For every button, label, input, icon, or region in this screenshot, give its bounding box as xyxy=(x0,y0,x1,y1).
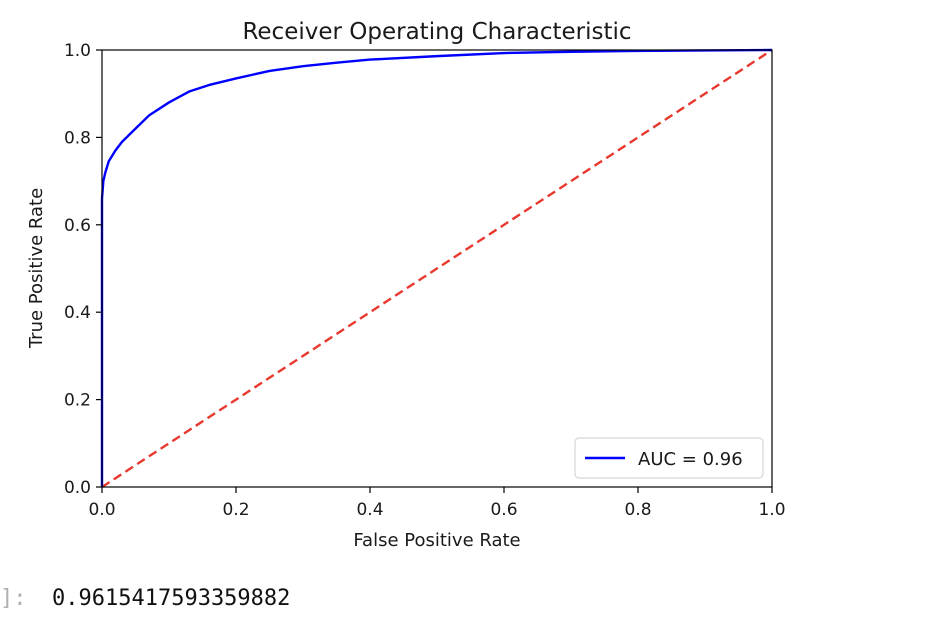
output-prompt: ]: xyxy=(0,585,27,611)
cell-output: ]: 0.9615417593359882 xyxy=(0,578,290,618)
plot-lines xyxy=(100,48,773,489)
y-tick-label: 0.4 xyxy=(64,303,91,323)
x-tick-label: 0.6 xyxy=(490,500,517,520)
x-tick-label: 1.0 xyxy=(758,500,785,520)
legend: AUC = 0.96 xyxy=(574,437,764,479)
output-value: 0.9615417593359882 xyxy=(52,585,291,611)
roc-curve-line xyxy=(100,48,773,487)
roc-chart: Receiver Operating Characteristic 0.0 0.2… xyxy=(26,19,786,551)
y-axis-ticks: 0.0 0.2 0.4 0.6 0.8 1.0 xyxy=(64,41,102,498)
x-axis-label: False Positive Rate xyxy=(353,530,520,551)
x-tick-label: 0.4 xyxy=(356,500,383,520)
plot-frame xyxy=(101,49,773,488)
y-tick-label: 1.0 xyxy=(64,41,91,61)
x-tick-label: 0.2 xyxy=(222,500,249,520)
chance-diagonal-line xyxy=(101,48,773,489)
legend-label-auc: AUC = 0.96 xyxy=(638,449,743,470)
y-tick-label: 0.0 xyxy=(64,478,91,498)
y-tick-label: 0.2 xyxy=(64,391,91,411)
x-tick-label: 0.8 xyxy=(624,500,651,520)
y-tick-label: 0.6 xyxy=(64,216,91,236)
chart-title: Receiver Operating Characteristic xyxy=(242,19,631,45)
x-axis-ticks: 0.0 0.2 0.4 0.6 0.8 1.0 xyxy=(88,487,786,520)
y-tick-label: 0.8 xyxy=(64,128,91,148)
legend-box xyxy=(574,437,764,479)
x-tick-label: 0.0 xyxy=(88,500,115,520)
y-axis-label: True Positive Rate xyxy=(26,188,47,349)
